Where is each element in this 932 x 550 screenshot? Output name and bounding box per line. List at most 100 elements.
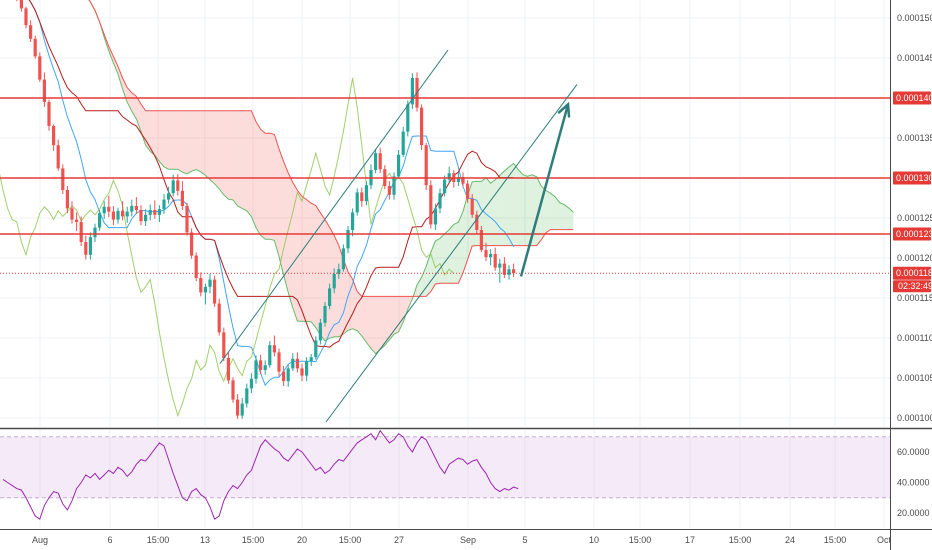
ichimoku-lines <box>0 0 574 418</box>
price-tick-label: 0.0001250 <box>897 213 932 223</box>
cloud-segment <box>366 296 371 349</box>
cloud-segment <box>306 199 312 322</box>
cloud-segment <box>200 110 206 176</box>
candle-body <box>52 126 56 146</box>
cloud-segment <box>499 171 505 246</box>
candle-body <box>277 352 281 372</box>
time-tick-label: Sep <box>460 535 476 545</box>
cloud-segment <box>513 163 519 246</box>
cloud-segment <box>568 208 574 230</box>
cloud-segment <box>228 110 233 200</box>
ichimoku-cloud <box>89 0 574 354</box>
time-axis[interactable]: Aug 6 15:00 13 15:00 20 15:00 27 Sep 5 10 15:00 17 15… <box>32 535 892 545</box>
candle-body <box>378 153 382 170</box>
candle-body <box>199 278 203 293</box>
cloud-segment <box>279 148 284 275</box>
price-tick-label: 0.0001500 <box>897 13 932 23</box>
candle-body <box>268 345 272 366</box>
countdown-badge <box>893 280 931 293</box>
candle-body <box>38 56 42 80</box>
cloud-segment <box>417 277 422 297</box>
candle-body <box>429 185 433 225</box>
price-badge <box>893 227 931 241</box>
candle-body <box>443 179 447 194</box>
cloud-segment <box>182 110 187 174</box>
candle-body <box>309 357 313 362</box>
candle-body <box>286 368 290 382</box>
time-tick-label: 15:00 <box>729 535 752 545</box>
price-badge <box>893 91 931 105</box>
cloud-segment <box>371 296 376 354</box>
candle-body <box>75 219 79 222</box>
candle-body <box>346 230 350 249</box>
candle-body <box>282 371 286 382</box>
candle-body <box>79 222 83 242</box>
cloud-segment <box>518 169 523 246</box>
time-tick-label: 5 <box>522 535 527 545</box>
price-tick-label: 0.0001450 <box>897 53 932 63</box>
cloud-segment <box>384 296 390 346</box>
price-axis[interactable]: 0.0001500 0.0001450 0.0001350 0.0001250 0.00… <box>897 13 932 423</box>
candle-body <box>300 368 304 376</box>
price-badge <box>893 266 931 280</box>
trend-line-upper <box>219 49 449 364</box>
candle-body <box>194 255 198 278</box>
candle-body <box>116 210 120 220</box>
candle-body <box>360 192 364 202</box>
rsi-tick-label: 60.0000 <box>897 447 930 457</box>
candle-body <box>447 173 451 180</box>
rsi-axis[interactable]: 60.0000 40.0000 20.0000 <box>897 447 930 518</box>
trend-line-lower <box>325 84 578 423</box>
candle-body <box>111 211 115 220</box>
candle-body <box>144 214 148 222</box>
candle-body <box>162 199 166 210</box>
price-tick-label: 0.0001350 <box>897 133 932 143</box>
candle-body <box>190 232 194 256</box>
candle-body <box>47 102 51 126</box>
leading-span-a <box>88 0 574 355</box>
candle-body <box>203 286 207 293</box>
cloud-segment <box>260 129 266 240</box>
cloud-segment <box>154 110 160 162</box>
time-tick-label: 6 <box>107 535 112 545</box>
candle-body <box>249 378 253 389</box>
cloud-segment <box>486 177 491 246</box>
candle-body <box>61 168 65 190</box>
forecast-arrow <box>519 101 571 277</box>
candle-body <box>392 176 396 195</box>
candle-body <box>176 180 180 191</box>
cloud-segment <box>509 163 514 246</box>
arrow-head <box>557 101 571 118</box>
cloud-segment <box>187 110 192 174</box>
candle-body <box>502 263 506 275</box>
lagging-span <box>0 77 455 418</box>
cloud-segment <box>302 196 307 322</box>
candle-body <box>498 263 502 268</box>
candle-body <box>42 79 46 102</box>
candle-body <box>125 211 129 217</box>
time-tick-label: 27 <box>394 535 404 545</box>
cloud-segment <box>237 110 243 209</box>
candle-body <box>475 214 479 230</box>
candle-body <box>259 360 263 370</box>
cloud-segment <box>113 56 118 74</box>
candle-body <box>70 208 74 220</box>
rsi-line <box>2 430 519 520</box>
candle-body <box>153 210 157 215</box>
cloud-segment <box>292 182 298 321</box>
candle-body <box>84 242 88 255</box>
cloud-segment <box>444 229 450 284</box>
rsi-pane <box>0 430 890 528</box>
cloud-segment <box>127 87 132 112</box>
cloud-segment <box>288 172 293 308</box>
candle-body <box>489 254 493 258</box>
candle-body <box>231 380 235 400</box>
candle-body <box>167 193 171 200</box>
cloud-segment <box>118 66 123 90</box>
time-tick-label: 17 <box>685 535 695 545</box>
cloud-segment <box>458 211 463 284</box>
